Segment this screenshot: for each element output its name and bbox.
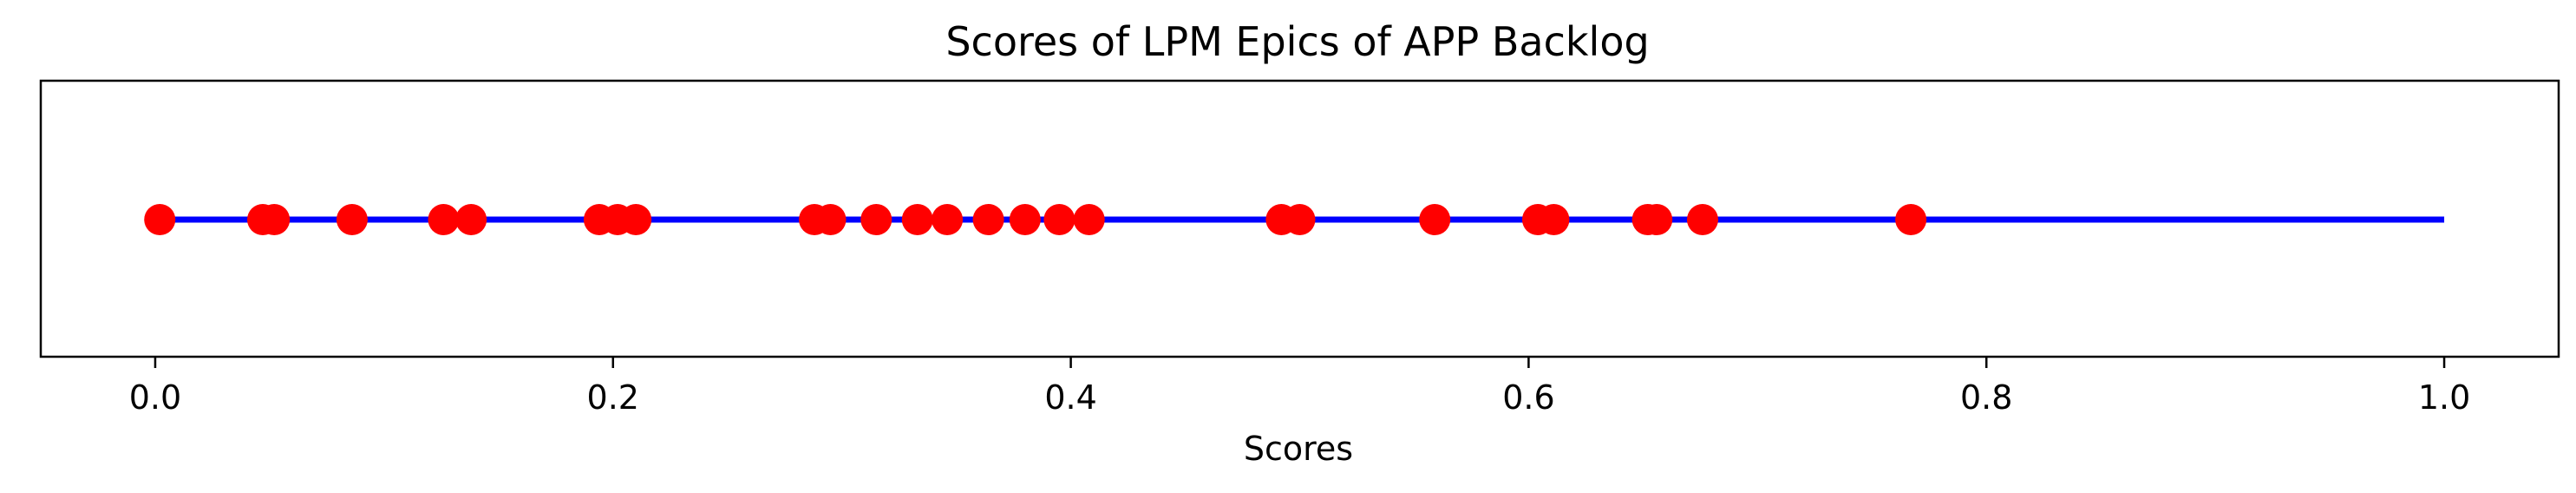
plot-area xyxy=(39,79,2560,358)
data-point xyxy=(1419,204,1451,235)
x-tick-label: 0.0 xyxy=(129,378,181,417)
data-point xyxy=(336,204,368,235)
data-point xyxy=(972,204,1004,235)
data-point xyxy=(1641,204,1673,235)
data-point xyxy=(1284,204,1316,235)
x-tick-label: 0.2 xyxy=(587,378,639,417)
data-point xyxy=(1073,204,1105,235)
data-point xyxy=(1043,204,1076,235)
x-tick-label: 0.6 xyxy=(1502,378,1554,417)
x-axis-ticks: 0.0 0.2 0.4 0.6 0.8 1.0 xyxy=(129,357,2470,417)
data-point xyxy=(1895,204,1927,235)
x-tick-label: 0.4 xyxy=(1044,378,1096,417)
data-point xyxy=(1538,204,1570,235)
data-point xyxy=(258,204,291,235)
x-tick-label: 1.0 xyxy=(2418,378,2470,417)
data-points xyxy=(144,204,1927,235)
chart-title: Scores of LPM Epics of APP Backlog xyxy=(945,18,1649,65)
data-point xyxy=(455,204,487,235)
data-point xyxy=(620,204,652,235)
data-point xyxy=(932,204,964,235)
x-tick-label: 0.8 xyxy=(1960,378,2012,417)
data-point xyxy=(1009,204,1041,235)
data-point xyxy=(144,204,176,235)
data-point xyxy=(1686,204,1718,235)
data-point xyxy=(860,204,892,235)
data-point xyxy=(428,204,460,235)
x-axis-label: Scores xyxy=(1244,430,1353,468)
data-point xyxy=(814,204,847,235)
data-point xyxy=(901,204,933,235)
